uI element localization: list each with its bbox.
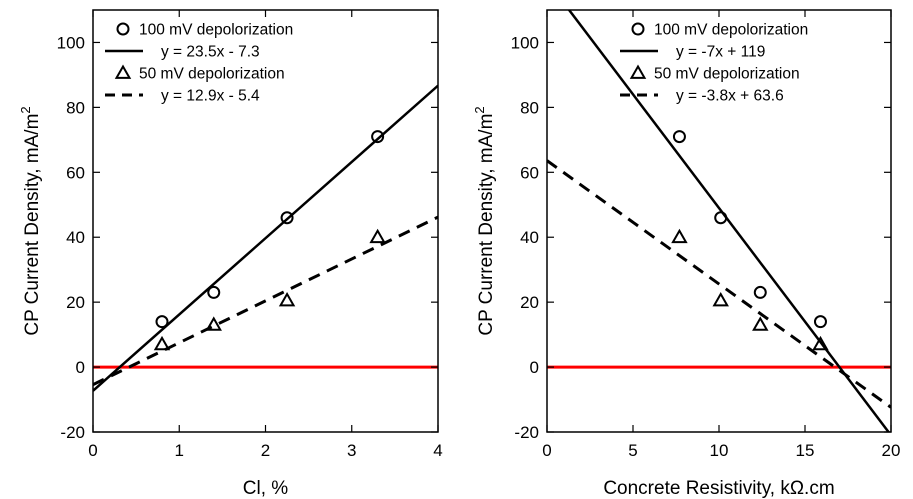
- y-axis-label-text: CP Current Density, mA/m: [22, 114, 43, 336]
- legend-marker-triangle: [114, 64, 132, 79]
- legend-label: 100 mV depolorization: [654, 22, 808, 39]
- x-tick-label: 4: [433, 441, 442, 460]
- data-point-circle: [280, 211, 294, 225]
- legend-label: 50 mV depolorization: [139, 66, 285, 83]
- y-tick-label: 0: [530, 358, 539, 377]
- y-axis-label: CP Current Density, mA/m2: [472, 106, 497, 335]
- y-tick-label: 40: [66, 228, 85, 247]
- data-point-triangle: [153, 335, 171, 351]
- y-axis-label: CP Current Density, mA/m2: [18, 106, 43, 335]
- plot-area-2: [547, 10, 891, 432]
- x-tick-label: 10: [710, 441, 729, 460]
- y-axis-label-superscript: 2: [472, 106, 487, 113]
- x-tick-label: 2: [261, 441, 270, 460]
- fit-line-dashed: [547, 159, 891, 409]
- y-tick-label: 100: [511, 33, 539, 52]
- legend-label: y = -3.8x + 63.6: [676, 88, 784, 105]
- legend-label: 100 mV depolorization: [139, 22, 293, 39]
- legend-label: 50 mV depolorization: [654, 66, 800, 83]
- x-tick-label: 0: [88, 441, 97, 460]
- data-point-triangle: [671, 228, 688, 244]
- y-tick-label: 100: [57, 33, 85, 52]
- plot-area-1: [93, 84, 438, 392]
- y-tick-label: 80: [520, 98, 539, 117]
- legend: 100 mV depolorization y = -7x + 119 50 mV …: [620, 22, 808, 105]
- legend-marker-triangle: [629, 64, 647, 79]
- data-point-circle: [672, 130, 686, 144]
- data-point-circle: [714, 211, 728, 225]
- legend-label: y = 12.9x - 5.4: [161, 88, 260, 105]
- y-tick-label: 0: [76, 358, 85, 377]
- y-tick-label: 40: [520, 228, 539, 247]
- legend-marker-circle: [631, 22, 645, 36]
- fit-line-solid: [567, 10, 891, 432]
- y-tick-label: -20: [60, 423, 85, 442]
- x-tick-label: 3: [347, 441, 356, 460]
- x-tick-label: 1: [175, 441, 184, 460]
- data-point-triangle: [752, 316, 769, 331]
- legend: 100 mV depolorization y = 23.5x - 7.3 50 m…: [105, 22, 293, 105]
- data-point-circle: [753, 285, 767, 299]
- x-tick-label: 15: [796, 441, 815, 460]
- y-tick-label: 20: [520, 293, 539, 312]
- data-point-triangle: [812, 335, 829, 351]
- data-point-circle: [207, 285, 221, 299]
- fit-line-dashed: [93, 215, 438, 386]
- data-point-triangle: [369, 228, 386, 244]
- y-tick-label: 60: [520, 163, 539, 182]
- legend-marker-circle: [116, 22, 130, 36]
- x-tick-label: 0: [542, 441, 551, 460]
- data-point-circle: [813, 315, 827, 329]
- legend-label: y = 23.5x - 7.3: [161, 44, 260, 61]
- legend-label: y = -7x + 119: [676, 44, 765, 61]
- y-tick-label: -20: [514, 423, 539, 442]
- x-axis-label: Cl, %: [243, 478, 289, 499]
- data-point-triangle: [205, 316, 222, 331]
- y-axis-label-superscript: 2: [18, 106, 33, 113]
- y-tick-label: 60: [66, 163, 85, 182]
- y-axis-label-text: CP Current Density, mA/m: [476, 114, 497, 336]
- x-tick-label: 20: [882, 441, 901, 460]
- fit-line-solid: [93, 84, 438, 392]
- x-axis-label: Concrete Resistivity, kΩ.cm: [603, 478, 834, 499]
- data-point-triangle: [278, 292, 296, 307]
- y-tick-label: 80: [66, 98, 85, 117]
- data-point-circle: [155, 315, 169, 329]
- y-tick-label: 20: [66, 293, 85, 312]
- data-point-circle: [371, 130, 385, 144]
- data-point-triangle: [712, 292, 729, 307]
- x-tick-label: 5: [628, 441, 637, 460]
